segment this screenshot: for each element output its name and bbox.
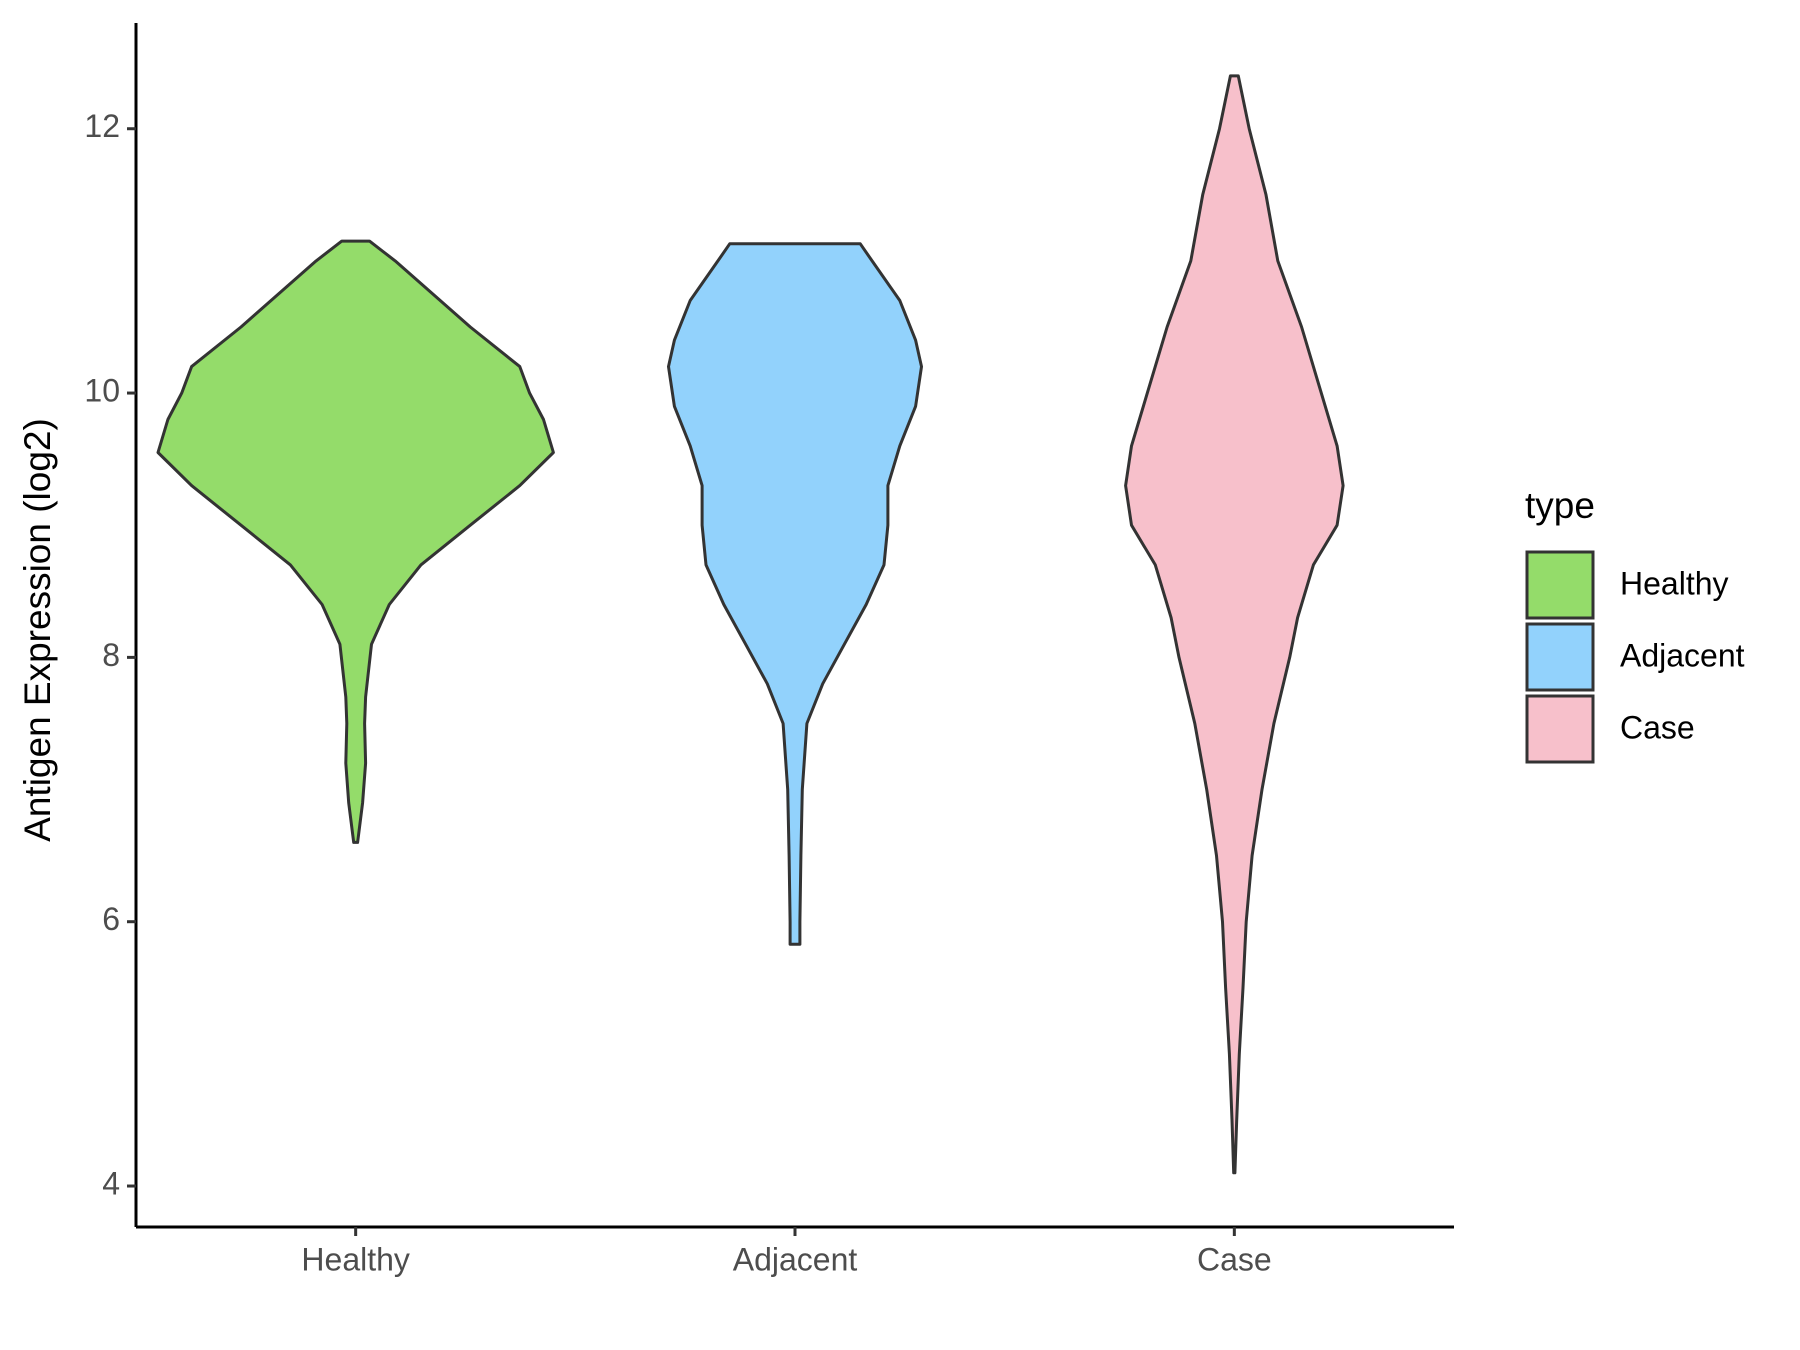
legend-title: type [1525,485,1595,526]
x-tick-label: Healthy [301,1241,410,1277]
legend-label: Healthy [1620,565,1729,601]
violin [667,242,923,946]
legend-key [1525,622,1595,692]
y-tick-label: 10 [84,373,120,409]
y-tick-label: 12 [84,108,120,144]
x-tick-label: Case [1197,1241,1272,1277]
y-tick-label: 8 [102,637,120,673]
legend-key [1525,694,1595,764]
legend-label: Adjacent [1620,637,1745,673]
legend-key [1525,550,1595,620]
legend-label: Case [1620,709,1695,745]
y-axis-title: Antigen Expression (log2) [17,418,58,842]
y-tick-label: 4 [102,1165,120,1201]
x-tick-label: Adjacent [733,1241,858,1277]
violin [156,239,555,844]
violin [1124,74,1345,1175]
y-tick-label: 6 [102,901,120,937]
